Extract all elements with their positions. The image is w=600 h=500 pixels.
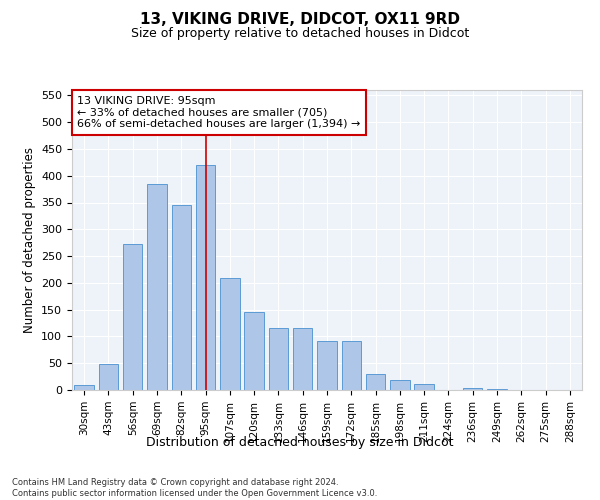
- Text: Contains HM Land Registry data © Crown copyright and database right 2024.
Contai: Contains HM Land Registry data © Crown c…: [12, 478, 377, 498]
- Bar: [172, 205, 191, 390]
- Bar: [220, 278, 239, 390]
- Text: Size of property relative to detached houses in Didcot: Size of property relative to detached ho…: [131, 28, 469, 40]
- Bar: [74, 384, 94, 390]
- Bar: [415, 384, 434, 390]
- Bar: [366, 374, 385, 390]
- Bar: [269, 328, 288, 390]
- Text: 13 VIKING DRIVE: 95sqm
← 33% of detached houses are smaller (705)
66% of semi-de: 13 VIKING DRIVE: 95sqm ← 33% of detached…: [77, 96, 361, 129]
- Bar: [390, 380, 410, 390]
- Text: Distribution of detached houses by size in Didcot: Distribution of detached houses by size …: [146, 436, 454, 449]
- Bar: [341, 340, 361, 390]
- Bar: [99, 364, 118, 390]
- Bar: [244, 312, 264, 390]
- Bar: [196, 165, 215, 390]
- Bar: [123, 244, 142, 390]
- Bar: [463, 388, 482, 390]
- Bar: [317, 340, 337, 390]
- Y-axis label: Number of detached properties: Number of detached properties: [23, 147, 35, 333]
- Text: 13, VIKING DRIVE, DIDCOT, OX11 9RD: 13, VIKING DRIVE, DIDCOT, OX11 9RD: [140, 12, 460, 28]
- Bar: [293, 328, 313, 390]
- Bar: [147, 184, 167, 390]
